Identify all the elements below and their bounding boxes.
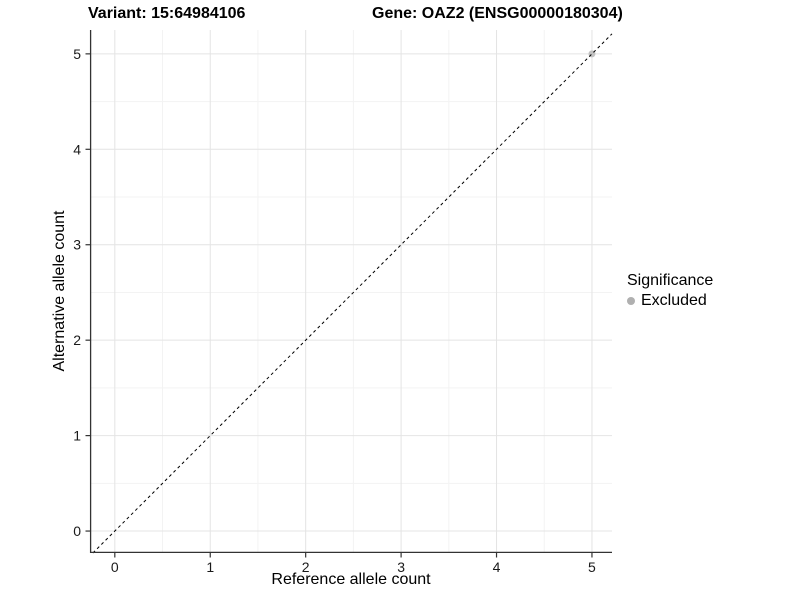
x-axis-title: Reference allele count: [271, 571, 431, 588]
x-tick-label: 3: [397, 559, 405, 575]
y-tick-label: 0: [73, 523, 81, 539]
gene-title: Gene: OAZ2 (ENSG00000180304): [372, 5, 623, 22]
identity-dashed-line: [92, 33, 613, 554]
y-tick-label: 3: [73, 237, 81, 253]
x-tick-label: 1: [206, 559, 214, 575]
y-tick-label: 4: [73, 141, 81, 157]
x-tick-label: 2: [302, 559, 310, 575]
plot-panel: 0 1 2 3 4 5 0 1 2 3 4 5: [73, 30, 613, 575]
legend: Significance Excluded: [627, 272, 713, 310]
x-tick-label: 0: [111, 559, 119, 575]
y-tick-label: 1: [73, 428, 81, 444]
y-tick-label: 2: [73, 332, 81, 348]
legend-title: Significance: [627, 272, 714, 289]
x-tick-label: 4: [493, 559, 501, 575]
variant-title: Variant: 15:64984106: [88, 5, 246, 22]
y-axis-title: Alternative allele count: [51, 210, 68, 372]
plot-area-svg: 0 1 2 3 4 5 0 1 2 3 4 5: [73, 30, 613, 575]
x-tick-label: 5: [588, 559, 596, 575]
y-tick-label: 5: [73, 46, 81, 62]
legend-item-label: Excluded: [641, 292, 707, 309]
legend-item-excluded: Excluded: [627, 292, 713, 310]
excluded-point-icon: [627, 297, 635, 305]
